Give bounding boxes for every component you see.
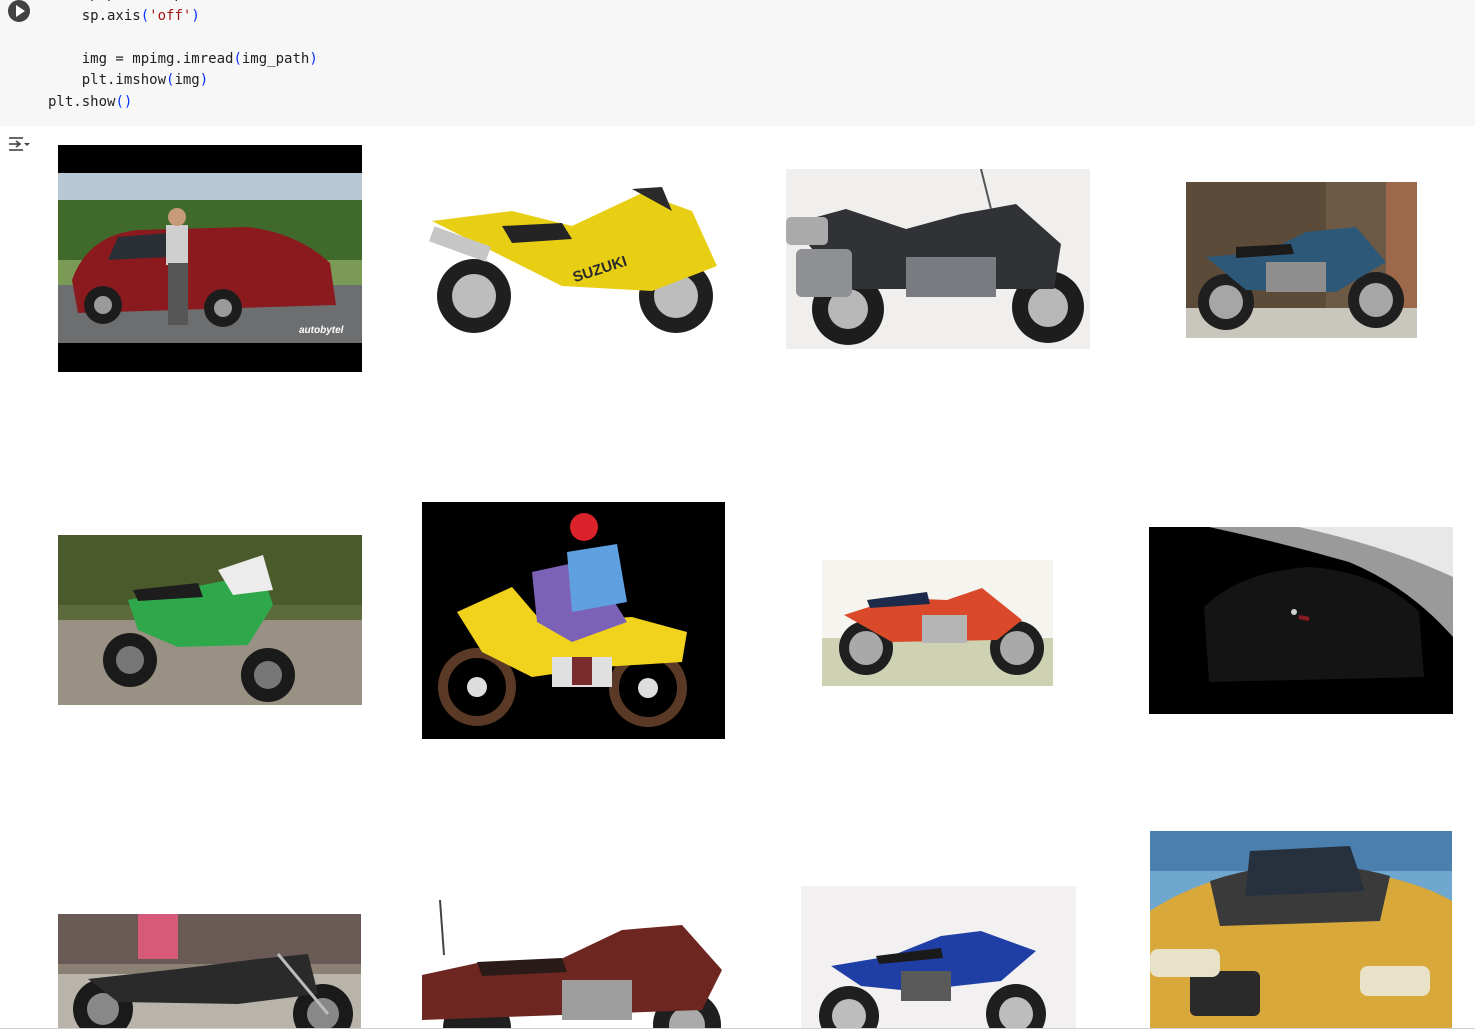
code-indent: [48, 72, 82, 88]
code-line: plt.imshow(img): [48, 70, 318, 92]
code-token: ): [191, 7, 200, 24]
code-token: ): [309, 50, 318, 67]
cell-output: autobytel SUZUKI: [0, 126, 1475, 1033]
code-token: (: [233, 50, 242, 67]
image-red-vintage-motorcycle: [822, 560, 1053, 686]
image-black-touring-motorcycle: [786, 169, 1090, 349]
image-green-dirt-motorcycle: [58, 535, 362, 705]
code-indent: [48, 0, 82, 2]
image-yellow-convertible-car: [1150, 831, 1452, 1028]
code-token: plt.imshow: [81, 72, 167, 88]
output-toggle-icon[interactable]: [7, 133, 33, 155]
code-line: img = mpimg.imread(img_path): [48, 49, 318, 71]
divider: [0, 1028, 1475, 1029]
code-token: sp.plot.subplot(4,4,i+1): [82, 0, 284, 2]
code-token: (): [115, 93, 133, 110]
code-line: sp.axis('off'): [48, 6, 318, 28]
code-editor[interactable]: sp.plot.subplot(4,4,i+1) sp.axis('off') …: [48, 0, 318, 113]
image-red-suv: autobytel: [58, 145, 362, 372]
code-token: img_path: [241, 50, 310, 67]
code-token: img: [174, 72, 200, 88]
code-indent: [48, 8, 82, 24]
code-line: [48, 27, 318, 49]
image-blue-classic-motorcycle: [1186, 182, 1417, 338]
run-cell-button[interactable]: [8, 0, 30, 22]
image-dark-car-silhouette: [1149, 527, 1453, 714]
code-cell[interactable]: sp.plot.subplot(4,4,i+1) sp.axis('off') …: [0, 0, 1475, 126]
code-token: ): [199, 72, 209, 88]
code-token: img = mpimg.imread: [81, 50, 234, 67]
image-watermark: autobytel: [299, 325, 344, 336]
code-indent: [48, 51, 82, 67]
image-maroon-touring-motorcycle: [422, 900, 726, 1028]
code-line: plt.show(): [48, 92, 318, 114]
code-line: sp.plot.subplot(4,4,i+1): [48, 0, 318, 6]
image-yellow-sport-motorcycle: SUZUKI: [422, 181, 726, 336]
code-token: (: [166, 72, 175, 88]
image-cartoon-motorcycle-rider: [422, 502, 725, 739]
code-token: plt.show: [48, 93, 116, 110]
code-token: 'off': [149, 7, 192, 24]
image-black-chopper-motorcycle: [58, 914, 361, 1028]
image-blue-dirt-bike: [801, 886, 1076, 1028]
code-token: sp.axis: [81, 7, 141, 24]
code-token: (: [140, 7, 150, 24]
play-icon: [16, 5, 25, 17]
